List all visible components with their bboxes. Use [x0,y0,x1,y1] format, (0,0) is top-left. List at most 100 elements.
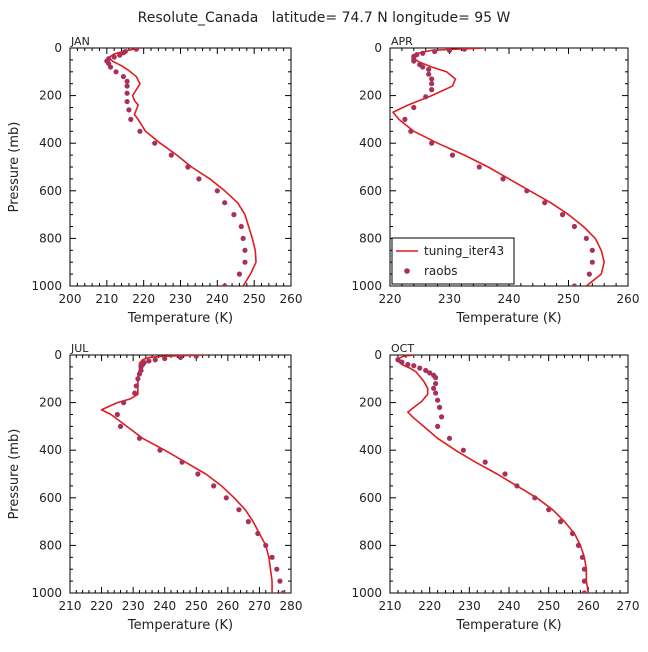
raobs-point [157,447,163,453]
raobs-point [429,87,435,93]
y-axis-label: Pressure (mb) [7,122,22,213]
raobs-point [395,357,401,363]
raobs-point [571,223,578,230]
raobs-point [126,107,132,113]
raobs-point [124,83,130,89]
y-tick-label: 600 [39,491,62,505]
raobs-point [113,69,119,75]
x-tick-label: 220 [379,292,402,306]
x-tick-label: 220 [90,599,113,613]
plot-frame [69,354,292,594]
x-tick-label: 240 [206,292,229,306]
month-label: OCT [391,342,414,355]
raobs-point [460,447,466,453]
x-tick-label: 270 [617,599,640,613]
raobs-point [532,495,538,501]
raobs-point [185,164,191,170]
x-tick-label: 250 [185,599,208,613]
x-tick-label: 250 [537,599,560,613]
x-tick-label: 210 [95,292,118,306]
raobs-point [432,48,438,55]
raobs-point [133,48,139,52]
raobs-point [223,495,229,501]
raobs-point [557,519,564,525]
raobs-point [408,128,414,134]
y-tick-label: 200 [39,396,62,410]
month-label: APR [391,35,413,48]
raobs-point [245,519,251,525]
raobs-point [438,414,445,420]
y-tick-label: 200 [359,396,382,410]
raobs-point [461,48,467,52]
raobs-point [571,283,578,286]
raobs-point [546,507,552,513]
panel-jul: 210 220 230 240 250 260 270 280 0 200 400 600 800 100… [7,342,302,633]
raobs-point [581,566,587,572]
x-tick-label: 230 [458,599,481,613]
raobs-point [436,404,443,410]
raobs-point [427,370,433,376]
raobs-point [111,54,117,60]
raobs-point [429,76,435,82]
series-line-tuning-iter43 [107,48,257,286]
raobs-point [193,355,199,359]
y-tick-label: 600 [39,184,62,198]
raobs-point [581,578,587,584]
y-tick-label: 0 [54,348,62,362]
raobs-point [136,371,143,377]
raobs-point [222,283,228,286]
raobs-point [426,66,432,73]
raobs-point [242,247,248,253]
raobs-point [429,140,435,146]
raobs-point [121,400,127,406]
y-tick-label: 400 [359,136,382,150]
raobs-point [589,247,595,253]
y-tick-label: 0 [374,41,382,55]
raobs-point [263,542,269,549]
raobs-point [211,483,217,489]
x-tick-label: 200 [59,292,82,306]
raobs-point [435,397,441,403]
plot-data [395,355,590,593]
raobs-point [107,64,114,70]
raobs-point [280,590,286,593]
raobs-point [500,176,506,182]
raobs-point [222,200,228,206]
raobs-point [120,73,127,80]
raobs-point [137,128,143,134]
raobs-point [138,364,144,370]
raobs-point [579,554,585,560]
x-tick-label: 260 [577,599,600,613]
x-tick-label: 240 [498,599,521,613]
legend-marker-swatch [404,268,410,274]
raobs-point [411,363,417,369]
raobs-point [449,152,456,158]
y-tick-label: 400 [39,136,62,150]
raobs-point [411,104,417,111]
plot-frame [389,354,629,594]
raobs-point [124,78,130,84]
x-axis-label: Temperature (K) [127,618,233,633]
figure-title: Resolute_Canada latitude= 74.7 N longitu… [138,10,511,26]
x-tick-label: 280 [280,599,303,613]
raobs-point [277,578,283,584]
raobs-point [446,48,453,53]
y-tick-label: 1000 [31,586,62,600]
y-tick-label: 1000 [351,279,382,293]
y-tick-label: 200 [39,89,62,103]
raobs-point [196,176,202,182]
raobs-point [162,355,168,362]
panel-oct: 210 220 230 240 250 260 270 0 200 400 600 800 1000 OC… [351,342,639,633]
legend-box [391,237,515,285]
raobs-point [502,471,508,477]
raobs-point [152,140,158,146]
x-tick-label: 210 [379,599,402,613]
raobs-point [132,390,138,396]
raobs-point [429,81,435,87]
x-tick-label: 260 [280,292,303,306]
raobs-point [482,459,488,465]
raobs-point [524,188,530,194]
raobs-point [135,376,141,382]
